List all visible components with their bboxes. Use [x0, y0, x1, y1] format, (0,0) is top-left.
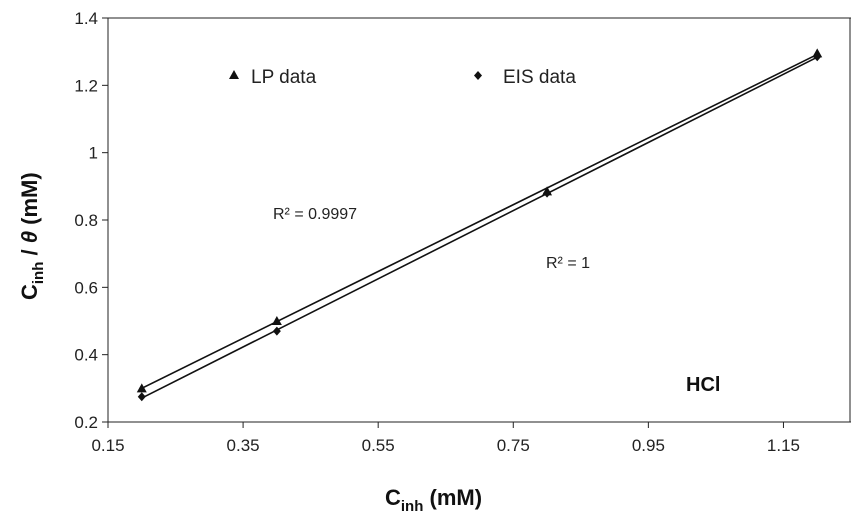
fit-lines	[141, 53, 818, 399]
lp-data-point	[271, 316, 282, 325]
y-tick-label: 1	[89, 144, 98, 163]
eis-data-point	[543, 188, 552, 198]
x-tick-label: 0.15	[91, 436, 124, 455]
legend-lp-label: LP data	[251, 67, 317, 88]
data-markers	[136, 48, 823, 402]
fit-line-eis	[141, 56, 818, 399]
y-axis-title-unit: (mM)	[17, 172, 42, 231]
eis-data-point	[813, 52, 822, 62]
x-tick-label: 0.95	[632, 436, 665, 455]
y-tick-label: 0.6	[74, 278, 98, 297]
legend-lp-marker-icon	[229, 70, 239, 79]
x-axis-title-sub: inh	[401, 498, 424, 515]
x-axis-title-unit: (mM)	[423, 485, 482, 510]
legend: LP data EIS data	[229, 67, 576, 88]
x-axis-title-main: C	[385, 485, 401, 510]
y-axis-title-slash: /	[17, 243, 42, 261]
plot-frame	[107, 17, 851, 423]
x-tick-label: 0.55	[362, 436, 395, 455]
y-axis-title-main: C	[17, 284, 42, 300]
lp-data-point	[136, 383, 147, 393]
lp-r2-label: R² = 0.9997	[273, 206, 357, 223]
eis-r2-label: R² = 1	[546, 255, 590, 272]
acid-label: HCl	[686, 374, 720, 396]
eis-data-point	[137, 392, 146, 402]
eis-data-point	[272, 326, 281, 336]
y-axis-title: Cinh / θ (mM)	[17, 172, 47, 300]
x-tick-label: 0.35	[227, 436, 260, 455]
x-axis-title: Cinh (mM)	[385, 485, 482, 515]
y-axis-title-theta: θ	[17, 231, 42, 243]
fit-line-lp	[141, 53, 818, 390]
legend-eis-marker-icon	[474, 71, 482, 80]
y-axis-title-sub: inh	[30, 262, 47, 285]
y-axis-ticks: 0.2 0.4 0.6 0.8 1 1.2 1.4	[74, 9, 108, 432]
y-tick-label: 0.8	[74, 211, 98, 230]
y-tick-label: 0.2	[74, 413, 98, 432]
y-tick-label: 1.2	[74, 76, 98, 95]
x-axis-ticks: 0.15 0.35 0.55 0.75 0.95 1.15	[91, 422, 800, 455]
x-tick-label: 1.15	[767, 436, 800, 455]
y-tick-label: 1.4	[74, 9, 98, 28]
x-tick-label: 0.75	[497, 436, 530, 455]
legend-eis-label: EIS data	[503, 67, 576, 88]
y-tick-label: 0.4	[74, 346, 98, 365]
